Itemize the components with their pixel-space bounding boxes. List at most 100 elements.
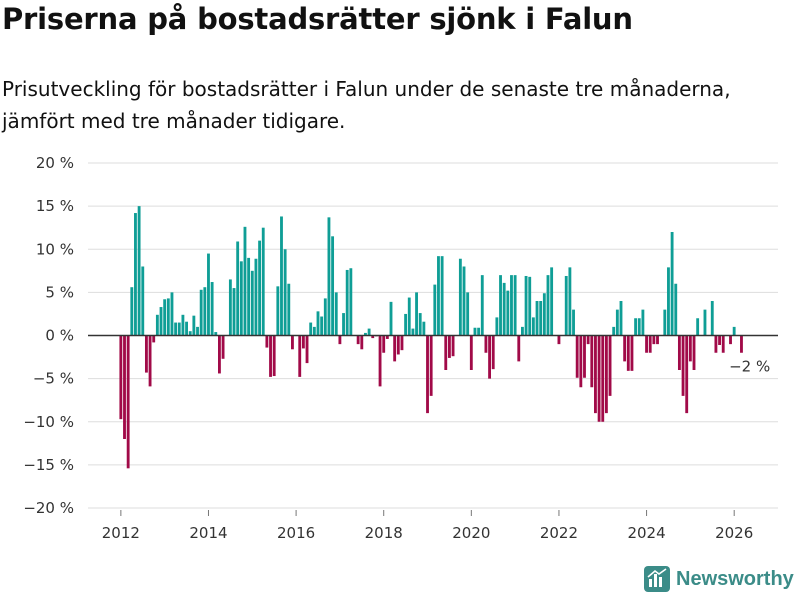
y-tick-label: 0 %: [45, 327, 74, 345]
bar: [550, 267, 554, 336]
bar: [721, 335, 725, 353]
bar: [312, 326, 316, 336]
bar: [338, 335, 342, 345]
bar: [396, 335, 400, 355]
bar: [203, 287, 207, 336]
bar: [360, 335, 364, 350]
bar: [531, 317, 535, 336]
bar: [192, 315, 196, 336]
bar: [557, 335, 561, 345]
bar: [356, 335, 360, 345]
bar: [597, 335, 601, 422]
bar: [528, 276, 532, 336]
y-tick-label: 10 %: [36, 240, 74, 258]
bar: [674, 283, 678, 336]
bar: [130, 287, 134, 336]
bar: [185, 321, 188, 336]
bar: [371, 335, 375, 339]
x-tick-label: 2022: [540, 524, 578, 542]
bar: [710, 301, 714, 336]
bar: [196, 326, 199, 336]
bar: [601, 335, 605, 422]
newsworthy-brand: Newsworthy: [644, 566, 794, 592]
bar: [462, 266, 466, 336]
bar: [634, 318, 638, 336]
y-tick-label: −10 %: [23, 413, 74, 431]
bar: [539, 301, 543, 336]
bar: [331, 236, 335, 336]
bar: [316, 311, 320, 336]
bar: [608, 335, 612, 396]
bar: [221, 335, 225, 359]
bar: [342, 313, 345, 336]
bar: [418, 313, 422, 336]
latest-value-annotation: −2 %: [729, 358, 770, 376]
bar: [228, 279, 232, 336]
bar: [517, 335, 521, 362]
bar: [740, 335, 743, 353]
bar: [477, 327, 481, 336]
bar: [411, 328, 415, 336]
bar: [283, 249, 287, 336]
bar: [572, 309, 575, 336]
bar: [696, 318, 700, 336]
bar: [280, 216, 283, 336]
x-tick-label: 2020: [452, 524, 490, 542]
bar: [663, 309, 667, 336]
bar: [586, 335, 590, 345]
bar: [612, 326, 616, 336]
bar: [513, 275, 517, 336]
bar: [254, 258, 258, 336]
bar: [320, 316, 324, 336]
bar: [480, 275, 484, 336]
x-tick-label: 2026: [715, 524, 753, 542]
bar: [407, 297, 411, 336]
bar: [524, 275, 528, 336]
y-tick-label: 5 %: [45, 283, 74, 301]
bar: [287, 283, 291, 336]
bar: [685, 335, 689, 414]
bar: [546, 275, 550, 336]
bar: [667, 267, 670, 336]
bar: [155, 314, 159, 336]
bar: [265, 335, 269, 348]
bar: [126, 335, 130, 469]
bar: [159, 307, 163, 336]
bar: [188, 331, 192, 336]
bar: [389, 301, 393, 336]
bar: [645, 335, 648, 353]
newsworthy-logo-icon: [644, 566, 670, 592]
bar: [218, 335, 221, 374]
bar: [590, 335, 594, 388]
bar: [637, 318, 641, 336]
brand-name: Newsworthy: [676, 567, 794, 590]
bar: [309, 322, 313, 336]
bar: [714, 335, 718, 353]
bar: [429, 335, 433, 396]
bar: [626, 335, 630, 371]
bar: [276, 286, 280, 336]
bar: [199, 289, 203, 336]
bar: [152, 335, 156, 343]
y-tick-label: −15 %: [23, 456, 74, 474]
bar: [510, 275, 513, 336]
bar: [579, 335, 583, 388]
bar: [440, 256, 444, 336]
bar: [433, 284, 437, 336]
bar: [291, 335, 294, 350]
bar: [301, 335, 305, 349]
bar: [349, 268, 353, 336]
bar: [119, 335, 123, 420]
bar: [564, 275, 568, 336]
bar: [422, 321, 426, 336]
bar: [323, 298, 327, 336]
chart-subtitle: Prisutveckling för bostadsrätter i Falun…: [2, 77, 731, 133]
y-tick-label: −5 %: [33, 370, 74, 388]
bar: [656, 335, 659, 345]
y-tick-label: 15 %: [36, 197, 74, 215]
bar: [466, 292, 470, 336]
bar: [681, 335, 685, 396]
bar: [334, 292, 338, 336]
bar: [630, 335, 634, 371]
bar: [488, 335, 491, 379]
